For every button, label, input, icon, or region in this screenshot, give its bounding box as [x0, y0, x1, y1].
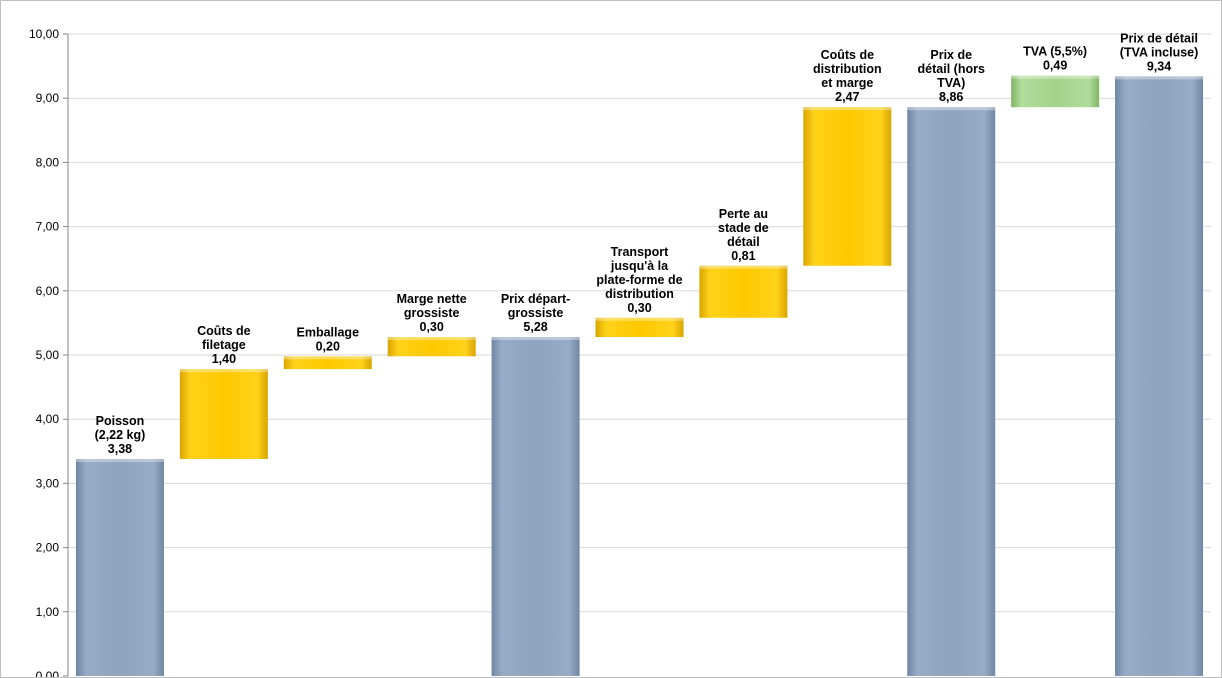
bar-total	[491, 337, 580, 676]
bar-highlight	[907, 107, 996, 111]
bar-value-label: 0,81	[731, 249, 755, 263]
bar-label-line: (2,22 kg)	[95, 428, 146, 442]
bar-increment	[699, 265, 788, 318]
y-tick-label: 5,00	[36, 348, 60, 362]
bar-label-line: Coûts de	[197, 324, 251, 338]
bar-value-label: 0,30	[420, 320, 444, 334]
bar-label-line: Prix de détail	[1120, 31, 1198, 45]
bar-label: Prix de détail(TVA incluse)9,34	[1120, 31, 1198, 73]
bar-label-line: Perte au	[719, 207, 768, 221]
bar-total	[75, 459, 164, 676]
bar-label-line: TVA (5,5%)	[1023, 45, 1087, 59]
bar-rect	[283, 356, 372, 370]
y-tick-label: 6,00	[36, 284, 60, 298]
bar-increment	[387, 337, 476, 357]
bar-label: Poisson(2,22 kg)3,38	[95, 414, 146, 456]
bar-highlight	[1115, 76, 1204, 80]
bar-rect	[803, 107, 892, 266]
bar-rect	[699, 265, 788, 318]
bar-rect	[907, 107, 996, 677]
bar-label-line: distribution	[605, 287, 674, 301]
bars	[75, 75, 1204, 677]
bar-label-line: Marge nette	[397, 292, 467, 306]
bar-highlight	[491, 337, 580, 341]
bar-rect	[387, 337, 476, 357]
bar-value-label: 5,28	[523, 320, 547, 334]
bar-label-line: Transport	[611, 245, 669, 259]
bar-highlight	[179, 369, 268, 373]
bar-highlight	[283, 356, 372, 360]
bar-label-line: plate-forme de	[596, 273, 682, 287]
bar-label-line: Prix départ-	[501, 292, 570, 306]
bar-value-label: 9,34	[1147, 59, 1171, 73]
bar-total	[907, 107, 996, 677]
bar-label-line: filetage	[202, 338, 246, 352]
y-tick-label: 0,00	[36, 669, 60, 677]
y-tick-label: 3,00	[36, 476, 60, 490]
bar-rect	[491, 337, 580, 676]
bar-value-label: 3,38	[108, 442, 132, 456]
bar-label-line: stade de	[718, 221, 769, 235]
bar-highlight	[803, 107, 892, 111]
y-tick-label: 7,00	[36, 220, 60, 234]
bar-value-label: 2,47	[835, 90, 859, 104]
bar-increment	[283, 356, 372, 370]
bar-value-label: 8,86	[939, 90, 963, 104]
bar-value-label: 1,40	[212, 352, 236, 366]
bar-highlight	[75, 459, 164, 463]
bar-label-line: détail (hors	[918, 62, 985, 76]
y-tick-label: 10,00	[29, 27, 59, 41]
bar-label: TVA (5,5%)0,49	[1023, 45, 1087, 73]
y-tick-label: 8,00	[36, 155, 60, 169]
bar-label-line: grossiste	[404, 306, 460, 320]
y-axis: 0,00 1,00 2,00 3,00 4,00 5,00 6,00 7,00 8,00 9,00…	[29, 27, 69, 677]
bar-vat	[1011, 75, 1100, 108]
bar-label-line: Coûts de	[821, 48, 875, 62]
bar-value-label: 0,30	[627, 301, 651, 315]
bar-total	[1115, 76, 1204, 676]
y-tick-label: 9,00	[36, 91, 60, 105]
bar-label-line: distribution	[813, 62, 882, 76]
bar-value-label: 0,20	[316, 339, 340, 353]
bar-label-line: jusqu'à la	[610, 259, 669, 273]
bar-rect	[595, 317, 684, 338]
bar-label-line: Poisson	[96, 414, 145, 428]
y-tick-label: 1,00	[36, 605, 60, 619]
bar-label-line: TVA)	[937, 76, 965, 90]
bar-increment	[595, 317, 684, 338]
bar-label-line: Emballage	[297, 325, 360, 339]
bar-rect	[1011, 75, 1100, 108]
bar-increment	[179, 369, 268, 460]
bar-label-line: grossiste	[508, 306, 564, 320]
bar-value-label: 0,49	[1043, 59, 1067, 73]
y-tick-label: 4,00	[36, 412, 60, 426]
bar-highlight	[699, 265, 788, 269]
bar-highlight	[595, 317, 684, 321]
bar-highlight	[1011, 75, 1100, 79]
bar-label-line: détail	[727, 235, 760, 249]
bar-rect	[1115, 76, 1204, 676]
y-tick-label: 2,00	[36, 541, 60, 555]
bar-increment	[803, 107, 892, 266]
bar-label-line: et marge	[821, 76, 873, 90]
bar-rect	[75, 459, 164, 676]
bar-label-line: (TVA incluse)	[1120, 45, 1198, 59]
bar-highlight	[387, 337, 476, 341]
bar-label-line: Prix de	[930, 48, 972, 62]
bar-rect	[179, 369, 268, 460]
